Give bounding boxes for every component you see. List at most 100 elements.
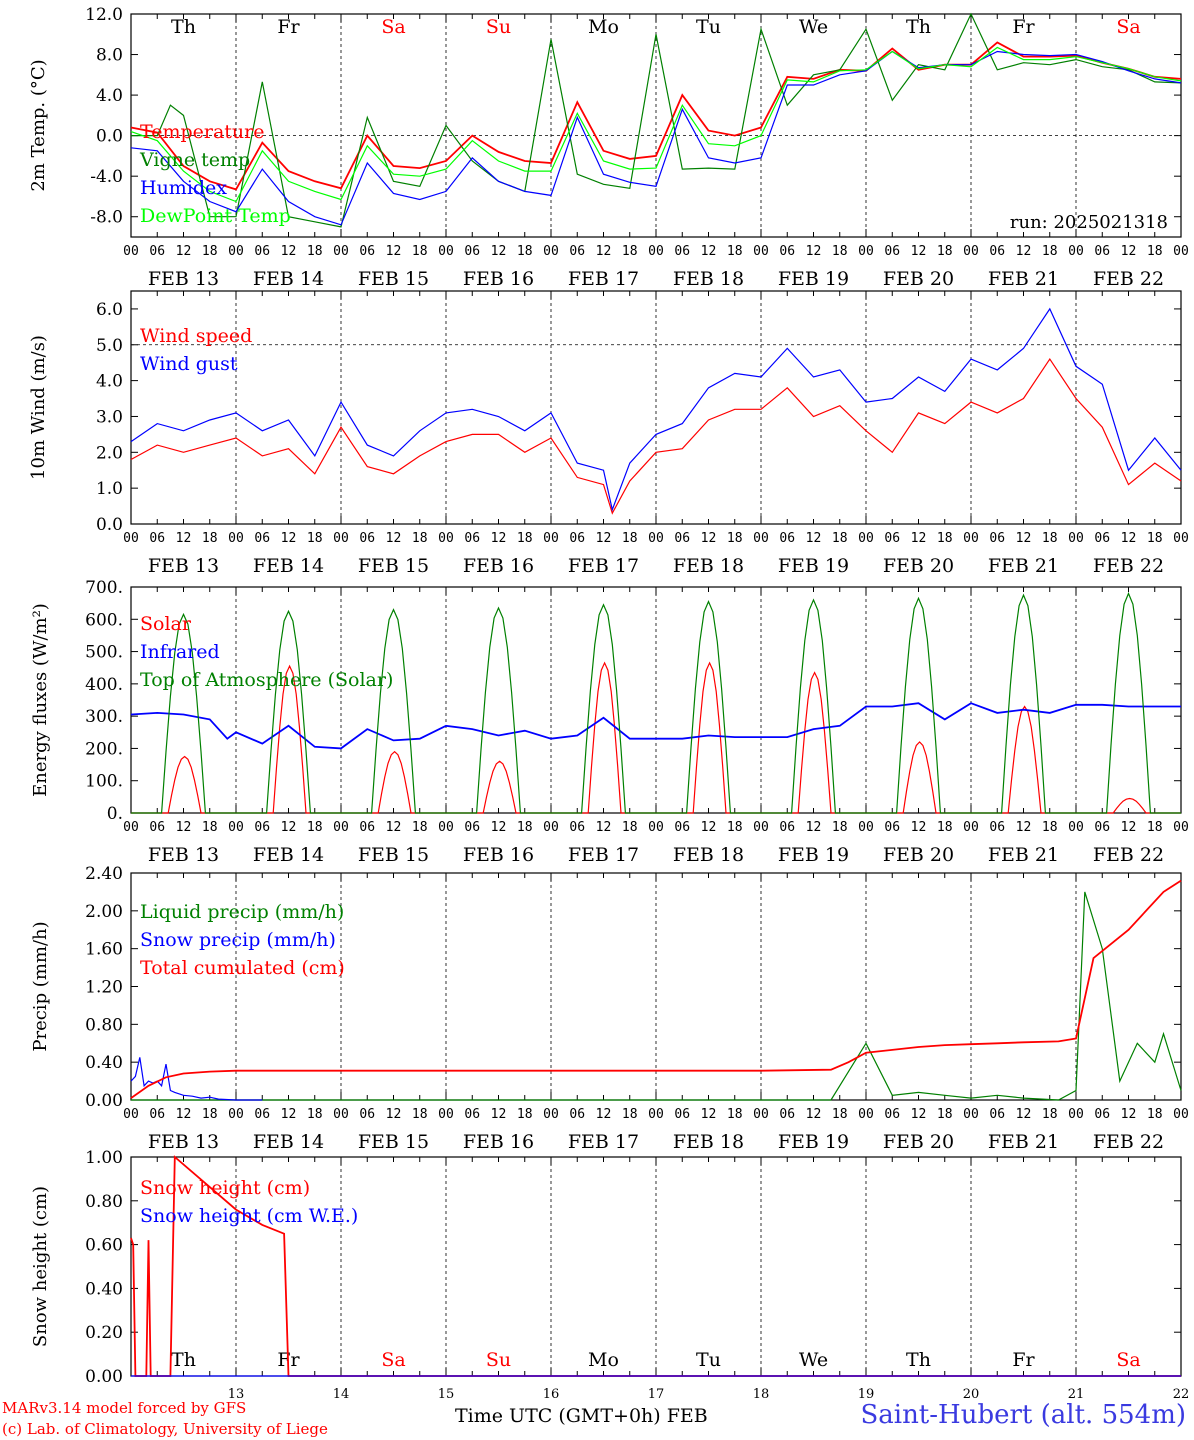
series-line-liquid-precip-mm-h-	[131, 891, 1182, 1101]
x-hour-label: 00	[858, 244, 874, 259]
y-tick-label: 500.	[85, 643, 123, 663]
date-label: FEB 13	[148, 555, 219, 577]
x-hour-label: 18	[727, 531, 743, 546]
day-name-label: Th	[171, 16, 196, 38]
y-tick-label: 0.00	[85, 1091, 123, 1111]
x-hour-label: 06	[674, 1107, 690, 1122]
x-hour-label: 18	[202, 1107, 218, 1122]
legend-entry: Humidex	[140, 177, 227, 199]
date-label: FEB 15	[358, 268, 429, 290]
date-label: FEB 14	[253, 555, 324, 577]
day-name-label: Su	[486, 16, 511, 38]
time-axis-text: Time UTC (GMT+0h)	[455, 1405, 661, 1427]
legend-entry: Snow precip (mm/h)	[140, 929, 336, 951]
day-name-label: Th	[171, 1349, 196, 1371]
x-hour-label: 00	[963, 531, 979, 546]
panel-3: 700. 600. 500. 400. 300. 200. 100. 0. Energy flu…	[30, 578, 1189, 866]
x-hour-label: 00	[648, 820, 664, 835]
x-hour-label: 12	[176, 531, 192, 546]
y-tick-label: 0.80	[85, 1015, 123, 1035]
x-hour-label: 18	[727, 244, 743, 259]
y-axis-label: 2m Temp. (°C)	[28, 59, 49, 191]
series-line-wind-gust	[130, 307, 1182, 512]
x-hour-label: 00	[858, 1107, 874, 1122]
x-hour-label: 06	[884, 531, 900, 546]
y-tick-label: 1.00	[85, 1148, 123, 1168]
x-hour-label: 12	[281, 1107, 297, 1122]
y-axis-label: Snow height (cm)	[30, 1186, 51, 1347]
y-tick-label: 1.20	[85, 978, 123, 998]
y-axis-label: Precip (mm/h)	[30, 921, 51, 1051]
x-hour-label: 18	[1147, 1107, 1163, 1122]
x-hour-label: 06	[464, 820, 480, 835]
x-hour-label: 00	[333, 531, 349, 546]
day-name-label: Th	[906, 1349, 931, 1371]
date-label: FEB 21	[988, 268, 1059, 290]
x-hour-label: 00	[858, 820, 874, 835]
series-line-snow-precip-mm-h-	[130, 1057, 263, 1101]
x-hour-label: 12	[701, 1107, 717, 1122]
x-hour-label: 00	[1068, 244, 1084, 259]
legend-entry: Vigne temp	[139, 149, 250, 171]
day-number-label: 14	[333, 1387, 350, 1402]
legend-entry: Snow height (cm)	[140, 1177, 310, 1199]
x-hour-label: 00	[123, 1107, 139, 1122]
x-hour-label: 12	[911, 1107, 927, 1122]
day-number-label: 19	[858, 1387, 875, 1402]
day-number-label: 20	[963, 1387, 980, 1402]
y-tick-label: 0.0	[96, 515, 123, 535]
x-hour-label: 18	[307, 244, 323, 259]
x-hour-label: 00	[228, 531, 244, 546]
legend-entry: Top of Atmosphere (Solar)	[140, 669, 393, 691]
x-hour-label: 06	[569, 820, 585, 835]
x-hour-label: 18	[937, 244, 953, 259]
day-number-label: 17	[648, 1387, 665, 1402]
x-hour-label: 06	[989, 1107, 1005, 1122]
day-number-label: 18	[753, 1387, 770, 1402]
day-number-label: 22	[1173, 1387, 1190, 1402]
x-hour-label: 18	[412, 531, 428, 546]
x-hour-label: 00	[1173, 1107, 1189, 1122]
day-name-label: Sa	[381, 16, 405, 38]
x-hour-label: 06	[1094, 1107, 1110, 1122]
x-hour-label: 00	[123, 244, 139, 259]
date-label: FEB 22	[1093, 555, 1164, 577]
y-tick-label: 8.0	[96, 46, 123, 66]
series-line-temperature	[130, 41, 1182, 191]
x-hour-label: 18	[202, 820, 218, 835]
y-tick-label: 4.0	[96, 86, 123, 106]
day-name-label: Sa	[381, 1349, 405, 1371]
y-tick-label: 2.0	[96, 443, 123, 463]
legend-entry: Wind speed	[140, 325, 252, 347]
x-hour-label: 06	[464, 1107, 480, 1122]
x-hour-label: 06	[464, 531, 480, 546]
x-hour-label: 18	[1147, 531, 1163, 546]
x-hour-label: 06	[569, 244, 585, 259]
run-label: run: 2025021318	[1010, 212, 1168, 233]
x-hour-label: 18	[1042, 531, 1058, 546]
day-name-label: Mo	[588, 1349, 619, 1371]
x-hour-label: 12	[1016, 531, 1032, 546]
x-hour-label: 06	[674, 531, 690, 546]
x-hour-label: 00	[123, 820, 139, 835]
x-hour-label: 00	[543, 244, 559, 259]
y-tick-label: 700.	[85, 578, 123, 598]
panel-frame	[130, 13, 1182, 238]
x-hour-label: 12	[491, 1107, 507, 1122]
x-hour-label: 12	[386, 531, 402, 546]
x-hour-label: 00	[1173, 244, 1189, 259]
date-label: FEB 22	[1093, 844, 1164, 866]
y-tick-label: 2.40	[85, 864, 123, 884]
y-tick-label: 0.40	[85, 1279, 123, 1299]
x-hour-label: 18	[307, 531, 323, 546]
date-label: FEB 16	[463, 844, 534, 866]
legend-entry: Solar	[140, 613, 192, 635]
date-label: FEB 14	[253, 1131, 324, 1153]
legend-entry: Temperature	[140, 121, 264, 143]
series-line-total-cumulated-cm-	[130, 879, 1182, 1099]
y-tick-label: 1.60	[85, 940, 123, 960]
date-label: FEB 20	[883, 1131, 954, 1153]
x-hour-label: 12	[491, 531, 507, 546]
x-hour-label: 12	[596, 531, 612, 546]
x-hour-label: 12	[491, 244, 507, 259]
